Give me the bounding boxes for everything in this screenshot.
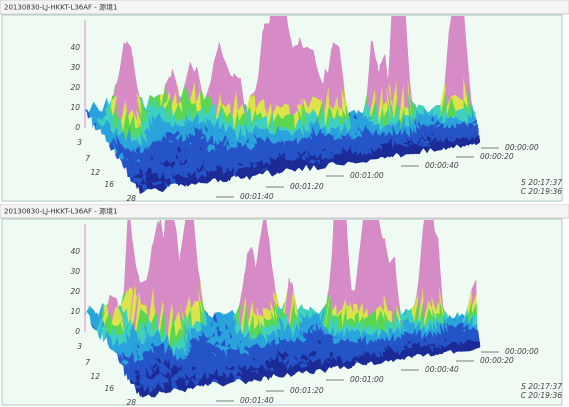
z-axis-label: 40 xyxy=(70,43,80,52)
time-axis-label: 00:00:20 xyxy=(480,152,514,161)
depth-axis-label: 12 xyxy=(90,168,100,177)
z-axis-label: 10 xyxy=(70,103,80,112)
depth-axis-label: 28 xyxy=(126,194,136,203)
depth-axis-label: 7 xyxy=(85,154,90,163)
depth-axis-label: 16 xyxy=(104,180,114,189)
window-panel: 20130830-LJ-HKKT-L36AF - 源境1403020100371… xyxy=(0,0,569,203)
window-title: 20130830-LJ-HKKT-L36AF - 源境1 xyxy=(4,3,118,12)
surface-cell xyxy=(405,115,410,126)
z-axis-label: 0 xyxy=(75,123,80,132)
surface-cell xyxy=(370,243,375,262)
surface-cell xyxy=(405,108,410,116)
time-axis-label: 00:01:00 xyxy=(350,171,384,180)
screen: 20130830-LJ-HKKT-L36AF - 源境1403020100371… xyxy=(0,0,569,407)
z-axis-label: 30 xyxy=(70,63,80,72)
time-axis-label: 00:01:40 xyxy=(240,192,274,201)
surface-cell xyxy=(473,315,477,327)
surface-cell xyxy=(460,108,464,121)
start-time: S 20:17:37 xyxy=(521,178,562,187)
window-panel: 20130830-LJ-HKKT-L36AF - 源境1403020100371… xyxy=(0,204,569,407)
z-axis-label: 20 xyxy=(70,83,80,92)
time-axis-label: 00:00:00 xyxy=(505,143,539,152)
time-axis-label: 00:00:40 xyxy=(425,161,459,170)
time-axis-label: 00:01:20 xyxy=(290,182,324,191)
surface-cell xyxy=(415,149,419,154)
current-time: C 20:19:36 xyxy=(521,187,563,196)
window-title: 20130830-LJ-HKKT-L36AF - 源境1 xyxy=(4,207,118,216)
depth-axis-label: 3 xyxy=(77,138,82,147)
